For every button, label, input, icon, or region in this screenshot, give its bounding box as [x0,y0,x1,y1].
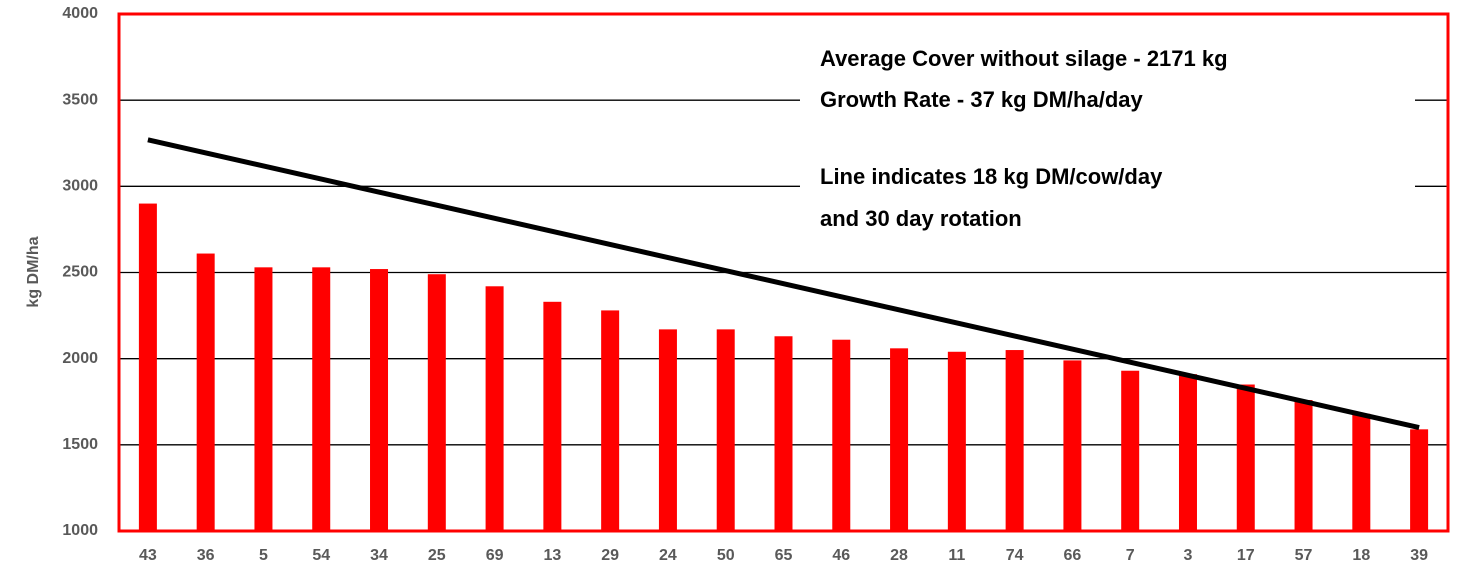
annotation: Average Cover without silage - 2171 kg [820,46,1228,71]
x-tick-label: 46 [832,547,850,564]
x-tick-label: 5 [259,547,268,564]
bar [1352,413,1371,531]
bar [196,253,215,531]
y-tick-label: 2500 [62,264,98,281]
x-tick-label: 18 [1352,547,1370,564]
bar [138,203,157,532]
x-tick-label: 3 [1184,547,1193,564]
bar [1236,384,1255,531]
bar [1005,350,1024,531]
y-axis-label: kg DM/ha [25,236,42,307]
annotation-box [800,38,1415,248]
y-tick-label: 2000 [62,350,98,367]
bar [1410,429,1429,531]
bar [254,267,273,531]
bar [890,348,909,531]
x-tick-label: 11 [948,547,965,564]
x-tick-label: 43 [139,547,157,564]
y-tick-label: 1500 [62,436,98,453]
x-tick-label: 17 [1237,547,1255,564]
x-tick-label: 66 [1064,547,1082,564]
x-tick-label: 54 [312,547,330,564]
plot-border [117,12,1450,533]
bar [658,329,677,531]
bar [832,339,851,531]
x-tick-label: 57 [1295,547,1313,564]
bar [716,329,735,531]
bar [1178,374,1197,531]
bar [774,336,793,531]
x-tick-label: 34 [370,547,388,564]
y-tick-label: 4000 [62,5,98,22]
x-tick-label: 74 [1006,547,1024,564]
bar [1294,400,1313,531]
bar [370,269,389,531]
y-tick-label: 3000 [62,178,98,195]
bar [485,286,504,531]
x-tick-label: 28 [890,547,908,564]
x-tick-label: 25 [428,547,446,564]
x-tick-label: 65 [775,547,793,564]
x-tick-label: 7 [1126,547,1135,564]
bar [1063,360,1082,531]
x-tick-label: 29 [601,547,619,564]
reference-line [147,137,1420,431]
bar [543,301,562,531]
annotation: Line indicates 18 kg DM/cow/day [820,164,1163,189]
x-tick-label: 39 [1410,547,1428,564]
annotation: and 30 day rotation [820,206,1022,231]
x-tick-label: 36 [197,547,215,564]
bar [947,351,966,531]
bar [601,310,620,531]
y-tick-label: 3500 [62,91,98,108]
annotation: Growth Rate - 37 kg DM/ha/day [820,87,1143,112]
x-tick-label: 13 [543,547,561,564]
bar [427,274,446,531]
bar [1121,370,1140,531]
y-tick-label: 1000 [62,522,98,539]
bar [312,267,331,531]
x-tick-label: 24 [659,547,677,564]
x-tick-label: 50 [717,547,735,564]
x-tick-label: 69 [486,547,504,564]
